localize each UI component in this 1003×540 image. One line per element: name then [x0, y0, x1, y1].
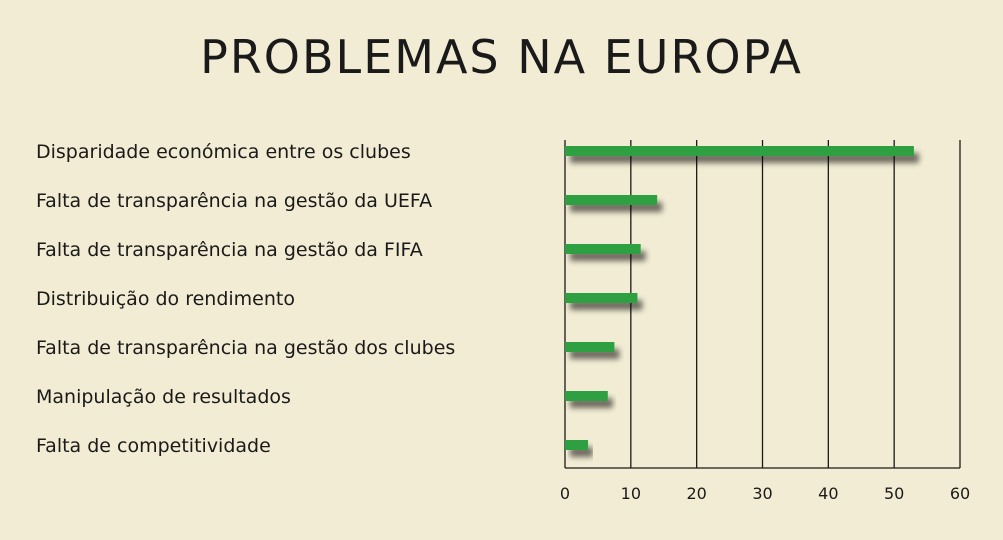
category-label: Falta de transparência na gestão da FIFA: [36, 239, 423, 261]
bar: [565, 244, 641, 254]
x-tick-label: 0: [560, 484, 570, 503]
x-tick-label: 30: [752, 484, 772, 503]
category-label: Manipulação de resultados: [36, 386, 291, 408]
x-tick-label: 20: [686, 484, 706, 503]
bar: [565, 342, 615, 352]
x-tick-label: 60: [950, 484, 970, 503]
bar: [565, 146, 914, 156]
category-label: Falta de transparência na gestão dos clu…: [36, 337, 455, 359]
bars: [565, 146, 914, 450]
x-tick-label: 50: [884, 484, 904, 503]
category-label: Falta de transparência na gestão da UEFA: [36, 190, 432, 212]
bar: [565, 440, 589, 450]
category-label: Falta de competitividade: [36, 435, 271, 457]
category-label: Disparidade económica entre os clubes: [36, 141, 411, 163]
grid-lines: [564, 140, 961, 469]
category-labels: Disparidade económica entre os clubes Fal…: [36, 141, 455, 457]
bar: [565, 391, 608, 401]
category-label: Distribuição do rendimento: [36, 288, 295, 310]
x-tick-label: 10: [621, 484, 641, 503]
x-axis-tick-labels: 0 10 20 30 40 50 60: [560, 484, 970, 503]
x-tick-label: 40: [818, 484, 838, 503]
chart-title: PROBLEMAS NA EUROPA: [200, 30, 803, 84]
bar: [565, 293, 638, 303]
bar: [565, 195, 658, 205]
